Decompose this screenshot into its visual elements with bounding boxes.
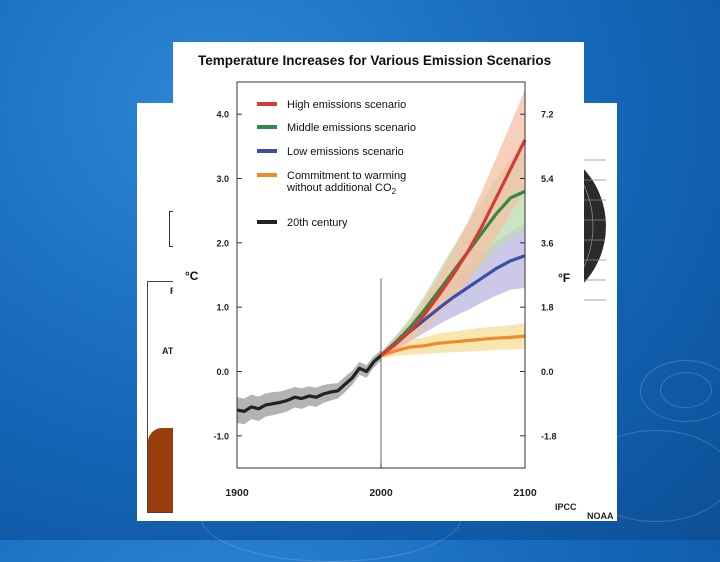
y-tick-label-fahrenheit: 1.8 [541, 303, 554, 313]
y-tick-label-celsius: 2.0 [216, 238, 229, 248]
y-tick-label-fahrenheit: 3.6 [541, 238, 554, 248]
inset-label-atmosphere: AT [162, 346, 174, 356]
chart-title: Temperature Increases for Various Emissi… [198, 53, 552, 68]
x-tick-label: 1900 [225, 487, 249, 499]
y-tick-label-celsius: 3.0 [216, 174, 229, 184]
band-high-emissions-scenario [381, 89, 525, 359]
y-tick-label-celsius: 4.0 [216, 110, 229, 120]
water-ripple-decoration [660, 372, 712, 408]
legend-label-commitment-to-warming: Commitment to warming [287, 170, 406, 182]
y-tick-label-celsius: -1.0 [213, 431, 229, 441]
legend-label-line2: without additional CO2 [286, 182, 397, 196]
y-tick-label-fahrenheit: 7.2 [541, 110, 554, 120]
x-tick-label: 2100 [513, 487, 537, 499]
x-tick-label: 2000 [369, 487, 393, 499]
y-tick-label-fahrenheit: -1.8 [541, 431, 557, 441]
y-tick-label-celsius: 0.0 [216, 367, 229, 377]
y-axis-label-fahrenheit: °F [558, 271, 570, 285]
chart-plot: 4.0 3.0 2.0 1.0 0.0 -1.0 7.2 5.4 3.6 1.8 0.0 -1.8 19… [185, 81, 577, 512]
legend-label-low-emissions-scenario: Low emissions scenario [287, 146, 404, 158]
water-ripple-decoration [640, 360, 720, 422]
legend-label-middle-emissions-scenario: Middle emissions scenario [287, 122, 416, 134]
noaa-credit: NOAA [587, 511, 614, 521]
series-line-high-emissions-scenario [380, 139, 527, 357]
band-20th-century [237, 350, 381, 425]
chart-card: Temperature Increases for Various Emissi… [173, 42, 584, 520]
y-axis-label-celsius: °C [185, 269, 199, 283]
legend-label-high-emissions-scenario: High emissions scenario [287, 99, 406, 111]
y-tick-label-fahrenheit: 5.4 [541, 174, 554, 184]
y-tick-label-fahrenheit: 0.0 [541, 367, 554, 377]
series-line-20th-century [236, 354, 383, 413]
ipcc-credit: IPCC [555, 502, 577, 512]
y-tick-label-celsius: 1.0 [216, 303, 229, 313]
legend-subscript: 2 [392, 187, 397, 196]
series-line-middle-emissions-scenario [379, 189, 526, 357]
legend-label-20th-century: 20th century [287, 217, 348, 229]
inset-label-top: F [170, 286, 176, 296]
series-line-commitment-to-warming [380, 334, 526, 357]
